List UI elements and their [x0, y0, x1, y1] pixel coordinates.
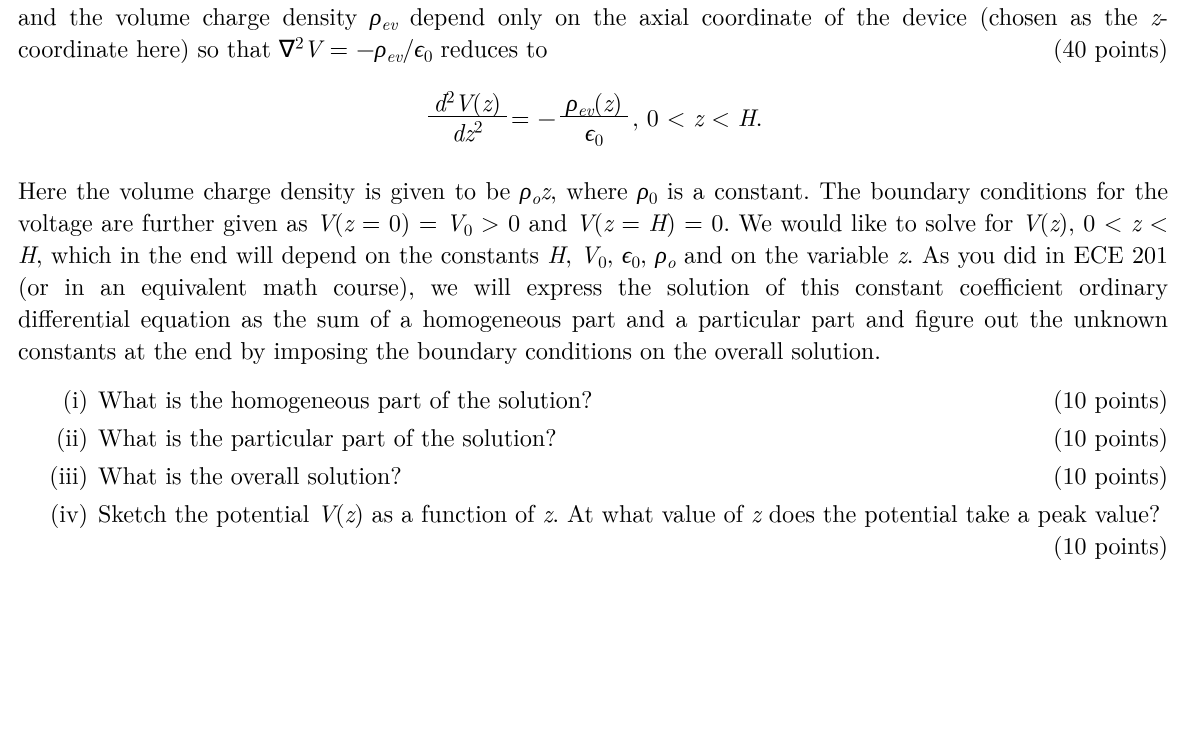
question-iv: (iv) Sketch the potential V(z) as a func… [18, 497, 1168, 561]
question-i: (i) What is the homogeneous part of the … [18, 383, 1168, 415]
q-body-iii: What is the overall solution? (10 points… [98, 459, 1168, 491]
q-body-i: What is the homogeneous part of the solu… [98, 383, 1168, 415]
q-label-ii: (ii) [18, 421, 98, 453]
q-text-iv: Sketch the potential V(z) as a function … [98, 495, 1160, 529]
q-text-iii: What is the overall solution? [98, 457, 402, 491]
displayed-equation: d2V(z) dz2 = − ρev(z) ϵ0 , 0 < z < H. [18, 88, 1168, 146]
q-text-ii: What is the particular part of the solut… [98, 419, 557, 453]
rhs-fraction: ρev(z) ϵ0 [560, 88, 628, 146]
body-paragraph: Here the volume charge density is given … [18, 174, 1168, 365]
q-body-ii: What is the particular part of the solut… [98, 421, 1168, 453]
q-points-i: (10 points) [1053, 383, 1168, 415]
problem-page: and the volume charge density ρev depend… [0, 0, 1186, 597]
question-ii: (ii) What is the particular part of the … [18, 421, 1168, 453]
intro-text: and the volume charge density ρev depend… [18, 0, 1168, 64]
q-label-iv: (iv) [18, 497, 98, 529]
q-label-i: (i) [18, 383, 98, 415]
intro-points: (40 points) [1053, 32, 1168, 64]
q-label-iii: (iii) [18, 459, 98, 491]
equation-domain: , 0 < z < H. [632, 101, 762, 133]
intro-paragraph: and the volume charge density ρev depend… [18, 0, 1168, 64]
question-list: (i) What is the homogeneous part of the … [18, 383, 1168, 561]
question-iii: (iii) What is the overall solution? (10 … [18, 459, 1168, 491]
q-text-i: What is the homogeneous part of the solu… [98, 381, 592, 415]
q-body-iv: Sketch the potential V(z) as a function … [98, 497, 1168, 561]
equals-sign: = − [511, 101, 556, 133]
q-points-ii: (10 points) [1053, 421, 1168, 453]
lhs-fraction: d2V(z) dz2 [428, 88, 507, 146]
q-points-iii: (10 points) [1053, 459, 1168, 491]
q-points-iv: (10 points) [1053, 529, 1168, 561]
